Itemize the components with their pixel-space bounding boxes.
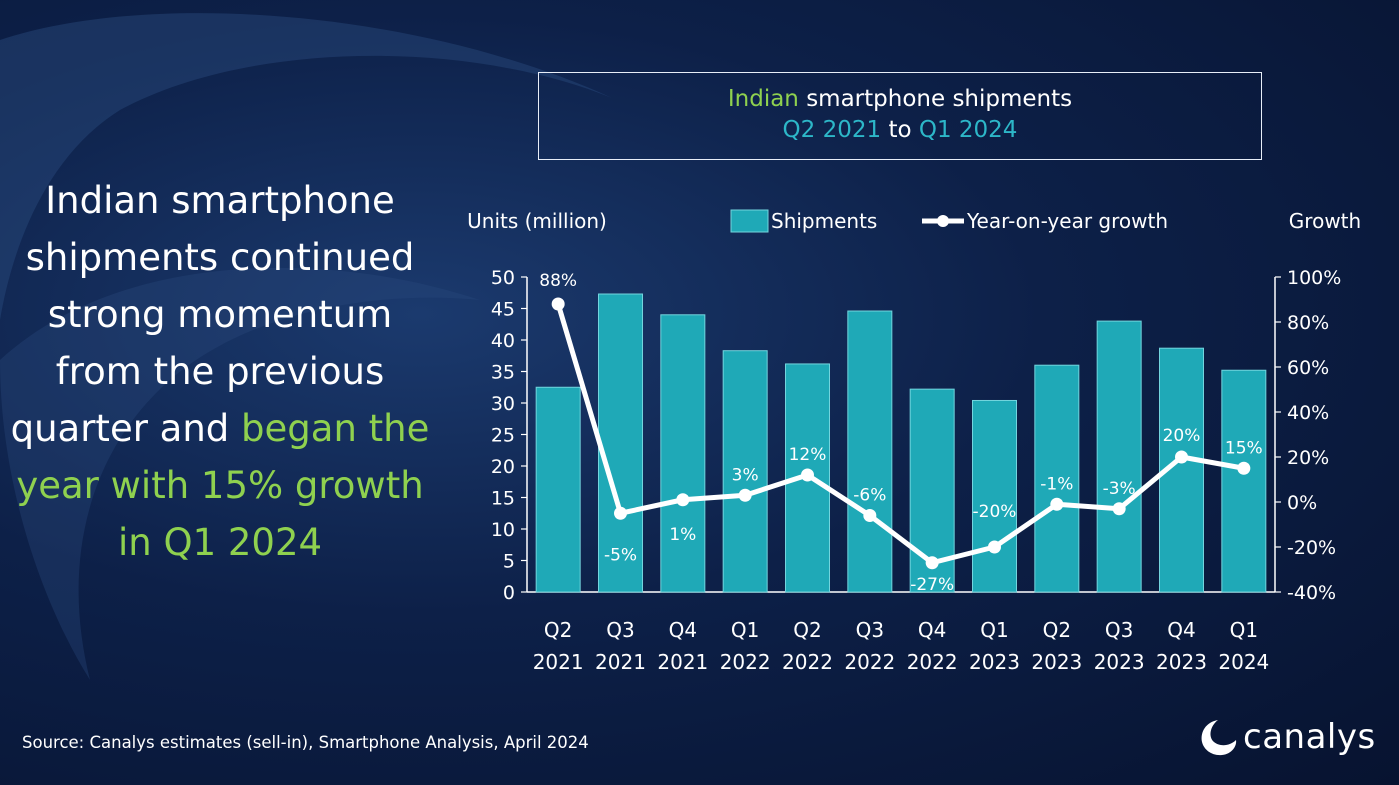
right-tick-label: 0% [1287, 492, 1317, 514]
right-tick-label: 60% [1287, 357, 1329, 379]
left-tick-label: 35 [491, 362, 515, 384]
growth-data-label: 88% [539, 271, 577, 291]
left-tick-label: 0 [503, 582, 515, 604]
growth-point [738, 488, 752, 502]
bar-shipments [1096, 320, 1142, 593]
growth-data-label: -3% [1103, 479, 1136, 499]
growth-data-label: 15% [1225, 438, 1263, 458]
x-tick-label-quarter: Q3 [606, 618, 634, 642]
x-tick-label-quarter: Q2 [793, 618, 821, 642]
plot-area: 0 5 10 15 20 25 30 35 40 45 50 -40% -20% 0% 20% 40% 60% 8… [491, 267, 1342, 674]
legend-growth-marker [937, 215, 949, 227]
x-tick-label-year: 2022 [844, 650, 895, 674]
legend-growth-label: Year-on-year growth [966, 209, 1168, 233]
right-tick-label: 80% [1287, 312, 1329, 334]
title-to: to [881, 117, 919, 143]
x-tick-label-quarter: Q1 [1230, 618, 1258, 642]
growth-data-label: 3% [732, 465, 759, 485]
right-tick-label: -20% [1287, 537, 1336, 559]
growth-point [1112, 502, 1126, 516]
bar-shipments [972, 399, 1017, 593]
growth-point [1175, 450, 1188, 464]
bar-shipments [598, 293, 643, 593]
left-axis-label: Units (million) [467, 209, 607, 233]
right-tick-label: 100% [1287, 267, 1341, 289]
x-tick-label-quarter: Q4 [918, 618, 946, 642]
x-tick-label-year: 2022 [720, 650, 771, 674]
growth-data-label: 1% [669, 525, 696, 545]
bar-shipments [1221, 369, 1267, 593]
canalys-logo-text: canalys [1243, 717, 1376, 757]
bar-shipments [660, 314, 706, 593]
chart-title-line2: Q2 2021 to Q1 2024 [539, 115, 1261, 146]
growth-data-label: -1% [1040, 474, 1073, 494]
left-tick-label: 20 [491, 456, 515, 478]
title-start-period: Q2 2021 [782, 117, 882, 143]
x-tick-label-year: 2023 [1094, 650, 1145, 674]
right-tick-label: -40% [1287, 582, 1336, 604]
x-tick-label-quarter: Q2 [1043, 618, 1071, 642]
growth-point [863, 509, 877, 522]
x-tick-label-year: 2022 [782, 650, 833, 674]
growth-point [614, 506, 627, 520]
right-tick-label: 40% [1287, 402, 1329, 424]
growth-point [1237, 461, 1251, 475]
x-tick-label-quarter: Q3 [856, 618, 884, 642]
x-tick-label-year: 2024 [1218, 650, 1269, 674]
legend-shipments-label: Shipments [771, 209, 877, 233]
source-note: Source: Canalys estimates (sell-in), Sma… [22, 733, 589, 752]
growth-data-label: 20% [1163, 426, 1201, 446]
left-tick-label: 40 [491, 330, 515, 352]
legend-shipments-swatch [730, 209, 769, 233]
bar-shipments [847, 310, 893, 593]
bar-shipments [722, 350, 768, 593]
left-tick-label: 5 [503, 551, 515, 573]
growth-point [1050, 497, 1064, 511]
left-tick-label: 15 [491, 488, 515, 510]
growth-point [676, 493, 690, 507]
left-tick-label: 10 [491, 519, 515, 541]
x-tick-label-year: 2021 [595, 650, 646, 674]
title-word-shipments: smartphone shipments [798, 86, 1073, 112]
chart-title-line1: Indian smartphone shipments [539, 84, 1261, 115]
growth-data-label: 12% [789, 445, 827, 465]
headline-highlight: began the year with 15% growth in Q1 202… [16, 407, 430, 564]
x-tick-label-year: 2022 [907, 650, 958, 674]
x-tick-label-quarter: Q4 [669, 618, 697, 642]
headline-text: Indian smartphone shipments continued st… [10, 179, 415, 450]
growth-line [555, 303, 1245, 566]
right-axis-label: Growth [1289, 209, 1361, 233]
x-tick-label-quarter: Q1 [731, 618, 759, 642]
x-tick-label-year: 2023 [1156, 650, 1207, 674]
x-tick-label-year: 2023 [969, 650, 1020, 674]
headline: Indian smartphone shipments continued st… [10, 172, 430, 571]
title-word-indian: Indian [727, 86, 799, 112]
left-tick-label: 25 [491, 425, 515, 447]
bar-shipments [1034, 364, 1080, 593]
growth-data-label: -27% [910, 575, 954, 595]
growth-point [925, 556, 939, 570]
growth-data-label: -5% [604, 545, 637, 565]
right-tick-label: 20% [1287, 447, 1329, 469]
growth-data-label: -20% [973, 502, 1017, 522]
chart-title-box: Indian smartphone shipments Q2 2021 to Q… [538, 72, 1262, 160]
x-tick-label-quarter: Q3 [1105, 618, 1133, 642]
bar-shipments [535, 386, 581, 593]
canalys-logo-icon [1201, 720, 1237, 756]
x-tick-label-quarter: Q2 [544, 618, 572, 642]
left-tick-label: 45 [491, 299, 515, 321]
title-end-period: Q1 2024 [918, 117, 1018, 143]
growth-point [988, 540, 1001, 554]
x-tick-label-year: 2021 [533, 650, 584, 674]
x-tick-label-year: 2021 [657, 650, 708, 674]
left-tick-label: 50 [491, 267, 515, 289]
growth-point [551, 297, 565, 311]
x-tick-label-quarter: Q1 [980, 618, 1008, 642]
growth-data-label: -6% [853, 486, 886, 506]
growth-point [801, 468, 814, 482]
x-tick-label-quarter: Q4 [1167, 618, 1195, 642]
left-tick-label: 30 [491, 393, 515, 415]
x-tick-label-year: 2023 [1031, 650, 1082, 674]
